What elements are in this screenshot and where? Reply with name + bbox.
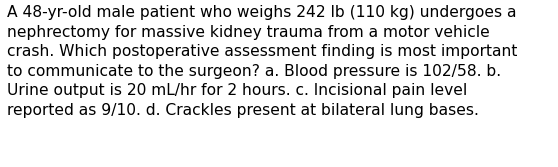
Text: A 48-yr-old male patient who weighs 242 lb (110 kg) undergoes a
nephrectomy for : A 48-yr-old male patient who weighs 242 … — [7, 5, 517, 118]
